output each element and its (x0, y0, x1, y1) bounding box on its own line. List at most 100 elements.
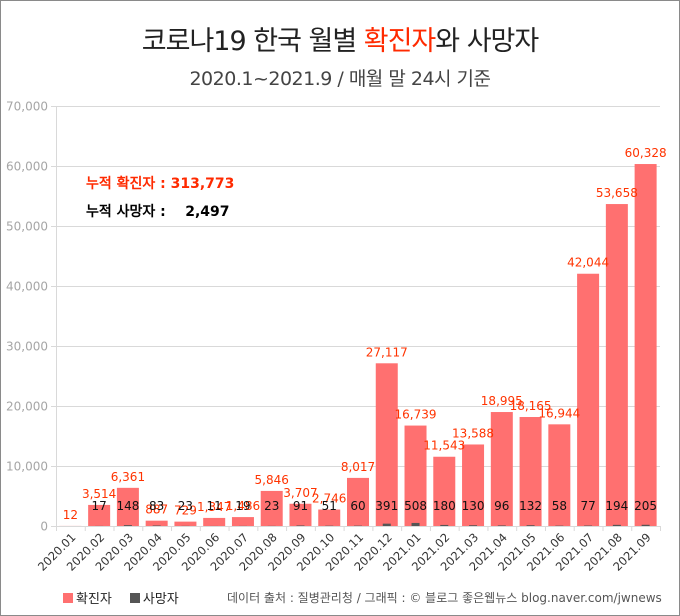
bar-confirmed (375, 363, 398, 526)
bar-confirmed (462, 444, 485, 526)
data-label-deaths: 91 (293, 499, 308, 513)
data-label-confirmed: 12 (63, 508, 78, 522)
y-tick-label: 60,000 (6, 160, 48, 174)
data-label-confirmed: 3,514 (82, 487, 116, 501)
data-label-deaths: 77 (580, 499, 595, 513)
legend-item-deaths: 사망자 (129, 588, 179, 607)
chart-subtitle: 2020.1~2021.9 / 매월 말 24시 기준 (189, 68, 491, 90)
bar-confirmed (174, 521, 197, 526)
legend-label-deaths: 사망자 (142, 592, 179, 607)
data-label-confirmed: 60,328 (625, 146, 667, 160)
data-label-confirmed: 16,944 (538, 406, 580, 420)
cumulative-summary: 누적 확진자 : 313,773 누적 사망자 : 2,497 (86, 173, 234, 229)
bar-deaths (612, 524, 621, 526)
data-label-confirmed: 42,044 (567, 256, 609, 270)
data-label-confirmed: 27,117 (366, 345, 408, 359)
legend-swatch-deaths (129, 592, 140, 603)
data-label-confirmed: 887 (145, 503, 168, 517)
bar-confirmed (404, 425, 427, 526)
data-label-confirmed: 16,739 (395, 408, 437, 422)
y-tick-label: 50,000 (6, 220, 48, 234)
data-label-confirmed: 13,588 (452, 426, 494, 440)
data-label-confirmed: 5,846 (255, 473, 289, 487)
y-tick-label: 40,000 (6, 280, 48, 294)
title-highlight: 확진자 (363, 26, 437, 57)
legend-item-confirmed: 확진자 (63, 588, 112, 607)
data-label-deaths: 83 (149, 499, 164, 513)
bar-confirmed (203, 517, 226, 526)
bar-confirmed (88, 504, 111, 526)
cumulative-deaths-value: 2,497 (185, 204, 230, 220)
cumulative-deaths: 누적 사망자 : 2,497 (86, 201, 234, 229)
y-tick-label: 20,000 (6, 400, 48, 414)
bar-confirmed (519, 417, 542, 526)
data-label-deaths: 96 (494, 499, 509, 513)
data-label-confirmed: 2,746 (312, 492, 346, 506)
chart-title: 코로나19 한국 월별 확진자와 사망자 (1, 19, 679, 58)
data-label-deaths: 23 (178, 499, 193, 513)
cumulative-confirmed: 누적 확진자 : 313,773 (86, 173, 234, 201)
data-label-deaths: 60 (350, 499, 365, 513)
bar-deaths (296, 525, 305, 526)
x-axis: 2020.012020.022020.032020.042020.052020.… (35, 526, 661, 574)
data-label-deaths: 11 (207, 499, 222, 513)
title-text-2: 와 사망자 (435, 26, 539, 57)
data-label-confirmed: 18,165 (510, 399, 552, 413)
data-label-confirmed: 1,347 (197, 500, 231, 514)
cumulative-confirmed-label: 누적 확진자 : (86, 176, 171, 192)
data-label-confirmed: 8,017 (341, 460, 375, 474)
bar-confirmed (490, 412, 513, 526)
y-axis: 0 10,000 20,000 30,000 40,000 50,000 60,000 70,… (6, 100, 57, 534)
data-label-deaths: 391 (375, 499, 398, 513)
data-label-deaths: 23 (264, 499, 279, 513)
bar-confirmed (289, 503, 312, 526)
bar-deaths (469, 525, 478, 526)
bar-deaths (526, 525, 535, 526)
data-label-confirmed: 53,658 (596, 186, 638, 200)
data-label-deaths: 194 (605, 499, 628, 513)
bar-confirmed (318, 509, 341, 526)
bar-confirmed (605, 204, 628, 526)
bar-confirmed (231, 517, 254, 526)
bar-confirmed (116, 487, 139, 526)
title-text-1: 코로나19 한국 월별 (141, 26, 364, 57)
data-label-confirmed: 18,995 (481, 394, 523, 408)
bar-confirmed (634, 164, 657, 527)
data-label-confirmed: 3,707 (283, 486, 317, 500)
bar-confirmed (145, 520, 168, 526)
y-tick-label: 30,000 (6, 340, 48, 354)
data-label-confirmed: 729 (174, 504, 197, 518)
legend: 확진자 사망자 (63, 588, 197, 607)
data-label-confirmed: 6,361 (111, 470, 145, 484)
bar-confirmed (433, 456, 456, 526)
bar-deaths (497, 525, 506, 526)
data-label-deaths: 148 (116, 499, 139, 513)
data-label-deaths: 58 (552, 499, 567, 513)
data-label-confirmed: 11,543 (423, 439, 465, 453)
y-tick-label: 70,000 (6, 100, 48, 114)
data-label-deaths: 508 (404, 499, 427, 513)
bar-confirmed (347, 477, 369, 526)
bars (59, 164, 657, 527)
data-label-deaths: 130 (462, 499, 485, 513)
bar-confirmed (577, 273, 600, 526)
bar-confirmed (260, 490, 283, 526)
bar-deaths (641, 524, 650, 526)
bar-deaths (411, 522, 420, 526)
bar-deaths (382, 523, 391, 526)
data-label-confirmed: 1,486 (226, 499, 260, 513)
data-label-deaths: 205 (634, 499, 657, 513)
cumulative-deaths-label: 누적 사망자 : (86, 204, 186, 220)
y-tick-label: 10,000 (6, 460, 48, 474)
bar-confirmed (548, 424, 571, 526)
legend-swatch-confirmed (63, 592, 73, 603)
source-credit: 데이터 출처 : 질병관리청 / 그래픽 : © 블로그 좋은웹뉴스 blog.… (227, 591, 662, 605)
bar-deaths (440, 524, 449, 526)
data-label-deaths: 180 (433, 499, 456, 513)
data-label-deaths: 51 (322, 499, 337, 513)
data-label-deaths: 132 (519, 499, 542, 513)
bar-deaths (123, 525, 132, 526)
